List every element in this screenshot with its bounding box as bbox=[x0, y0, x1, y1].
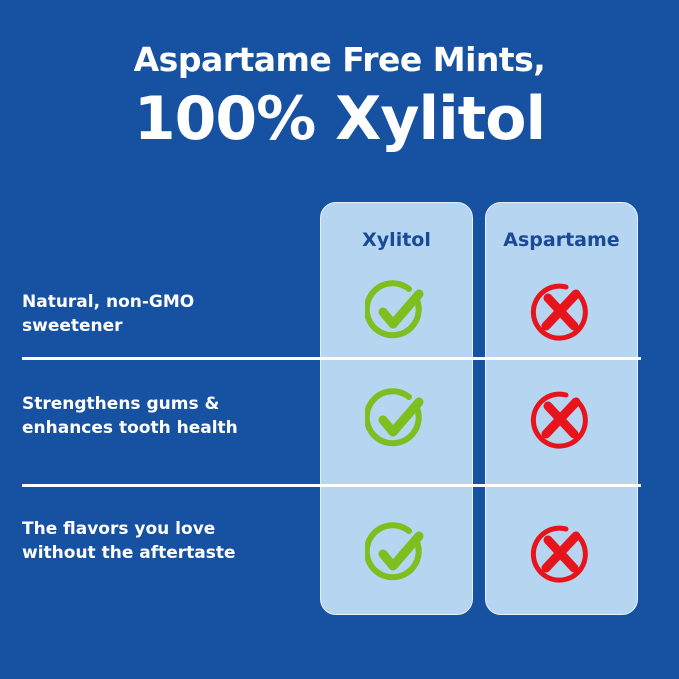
row-divider bbox=[22, 484, 641, 487]
row-divider bbox=[22, 357, 641, 360]
title-line-1: Aspartame Free Mints, bbox=[133, 40, 546, 79]
row-label-line1: The flavors you love bbox=[22, 519, 216, 539]
row-label-line2: without the aftertaste bbox=[22, 543, 236, 563]
aspartame-header: Aspartame bbox=[503, 229, 620, 251]
row-label-line2: sweetener bbox=[22, 316, 123, 336]
xylitol-header: Xylitol bbox=[362, 229, 431, 251]
row-label: Natural, non-GMO sweetener bbox=[22, 290, 312, 338]
row-label: The flavors you love without the aftertas… bbox=[22, 517, 312, 565]
x-icon bbox=[528, 388, 592, 452]
xylitol-column: Xylitol bbox=[320, 202, 473, 615]
check-icon bbox=[363, 280, 429, 344]
row-label-line1: Strengthens gums & bbox=[22, 394, 220, 414]
x-icon bbox=[528, 280, 592, 344]
row-label: Strengthens gums & enhances tooth health bbox=[22, 392, 312, 440]
x-icon bbox=[528, 522, 592, 586]
check-icon bbox=[363, 522, 429, 586]
check-icon bbox=[363, 388, 429, 452]
row-label-line2: enhances tooth health bbox=[22, 418, 238, 438]
row-label-line1: Natural, non-GMO bbox=[22, 292, 195, 312]
title-line-2: 100% Xylitol bbox=[133, 84, 546, 154]
